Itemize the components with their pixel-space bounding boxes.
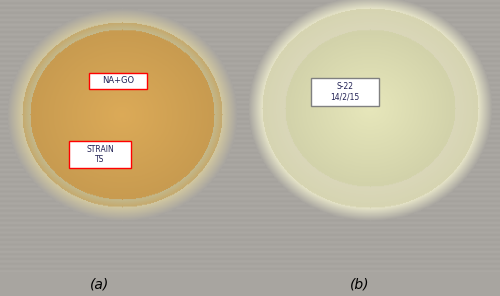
Text: (b): (b) (350, 277, 370, 291)
FancyBboxPatch shape (311, 78, 379, 106)
Text: S-22
14/2/15: S-22 14/2/15 (330, 82, 360, 102)
FancyBboxPatch shape (89, 73, 147, 89)
Text: (a): (a) (90, 277, 110, 291)
Text: NA+GO: NA+GO (102, 76, 134, 86)
Text: STRAIN
TS: STRAIN TS (86, 145, 114, 164)
FancyBboxPatch shape (69, 141, 131, 168)
